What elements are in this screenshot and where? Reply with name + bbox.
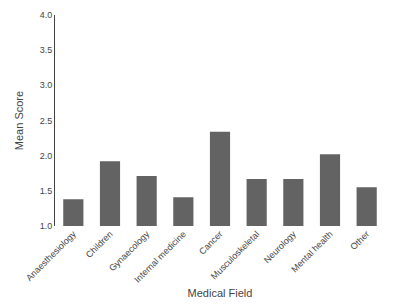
svg-text:Mean Score: Mean Score: [13, 91, 25, 150]
svg-text:1.0: 1.0: [40, 221, 53, 231]
svg-text:Other: Other: [348, 229, 371, 252]
svg-text:Mental health: Mental health: [289, 229, 334, 274]
svg-text:4.0: 4.0: [40, 10, 53, 20]
svg-text:Cancer: Cancer: [197, 229, 225, 257]
svg-text:Gynaecology: Gynaecology: [107, 229, 152, 274]
svg-text:Musculoskeletal: Musculoskeletal: [209, 229, 261, 281]
svg-text:2.0: 2.0: [40, 151, 53, 161]
svg-text:3.0: 3.0: [40, 80, 53, 90]
svg-text:Medical Field: Medical Field: [188, 287, 253, 299]
svg-text:1.5: 1.5: [40, 186, 53, 196]
svg-text:3.5: 3.5: [40, 45, 53, 55]
svg-text:2.5: 2.5: [40, 116, 53, 126]
svg-text:Neurology: Neurology: [262, 229, 298, 265]
svg-text:Children: Children: [84, 229, 115, 260]
svg-text:Anaesthesiology: Anaesthesiology: [24, 229, 78, 283]
svg-text:Internal medicine: Internal medicine: [132, 229, 188, 285]
